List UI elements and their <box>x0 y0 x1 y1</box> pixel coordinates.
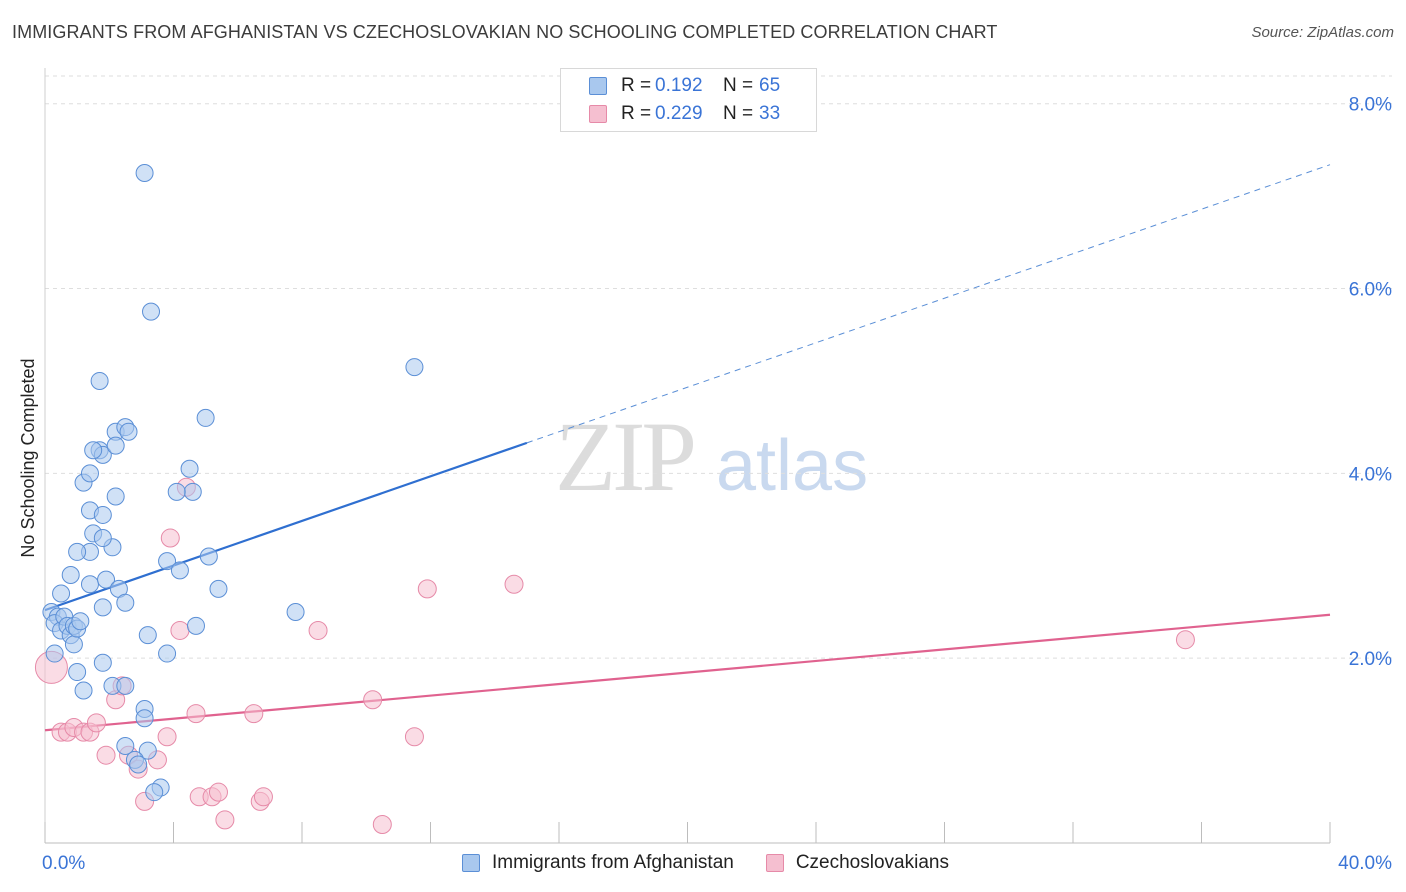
trendline-czechoslovakians <box>44 613 1331 732</box>
legend-row-czechoslovakians: R = 0.229 N = 33 <box>589 103 780 125</box>
point-afghanistan <box>186 616 205 635</box>
legend-n-label: N = <box>723 75 754 96</box>
y-tick-label: 2.0% <box>1349 649 1392 670</box>
point-afghanistan <box>93 529 112 548</box>
point-afghanistan <box>138 626 157 645</box>
point-afghanistan <box>142 302 161 321</box>
point-afghanistan <box>129 755 148 774</box>
point-czechoslovakians <box>504 574 524 594</box>
scatter-points <box>34 164 1195 835</box>
point-afghanistan <box>93 598 112 617</box>
x-tick-label-min: 0.0% <box>42 853 85 874</box>
point-afghanistan <box>405 358 424 377</box>
point-afghanistan <box>93 505 112 524</box>
source-label: Source: ZipAtlas.com <box>1251 24 1394 41</box>
point-afghanistan <box>116 736 135 755</box>
point-czechoslovakians <box>308 620 328 640</box>
point-afghanistan <box>138 741 157 760</box>
y-axis-label: No Schooling Completed <box>18 358 38 557</box>
point-afghanistan <box>170 561 189 580</box>
x-tick-label-max: 40.0% <box>1338 853 1392 874</box>
legend-label-afghanistan: Immigrants from Afghanistan <box>492 852 734 873</box>
point-czechoslovakians <box>363 690 383 710</box>
point-afghanistan <box>68 663 87 682</box>
point-afghanistan <box>196 408 215 427</box>
legend-swatch-blue <box>462 854 480 872</box>
legend-r-label: R = <box>621 103 652 124</box>
watermark: ZIP atlas <box>555 401 868 512</box>
point-afghanistan <box>80 464 99 483</box>
legend-n-value: 33 <box>759 103 781 124</box>
trendline-afghanistan-extension <box>526 164 1331 444</box>
legend-swatch-pink <box>589 105 607 123</box>
series-legend: Immigrants from Afghanistan Czechoslovak… <box>462 852 981 874</box>
point-afghanistan <box>84 441 103 460</box>
point-afghanistan <box>116 593 135 612</box>
point-afghanistan <box>93 653 112 672</box>
point-afghanistan <box>71 612 90 631</box>
y-tick-label: 6.0% <box>1349 280 1392 301</box>
legend-r-value: 0.192 <box>655 75 703 96</box>
legend-n-label: N = <box>723 103 754 124</box>
point-czechoslovakians <box>186 704 206 724</box>
point-afghanistan <box>106 436 125 455</box>
point-czechoslovakians <box>215 810 235 830</box>
point-czechoslovakians <box>404 727 424 747</box>
point-afghanistan <box>145 783 164 802</box>
legend-r-label: R = <box>621 75 652 96</box>
legend-row-afghanistan: R = 0.192 N = 65 <box>589 75 780 97</box>
legend-r-value: 0.229 <box>655 103 703 124</box>
trendline-afghanistan <box>44 441 528 612</box>
axis-labels: 2.0% 4.0% 6.0% 8.0% 0.0% 40.0% No Schooling Co… <box>18 95 1392 874</box>
point-afghanistan <box>209 579 228 598</box>
point-afghanistan <box>180 459 199 478</box>
point-czechoslovakians <box>96 745 116 765</box>
point-afghanistan <box>286 602 305 621</box>
point-czechoslovakians <box>170 620 190 640</box>
point-afghanistan <box>158 552 177 571</box>
point-afghanistan <box>68 542 87 561</box>
point-czechoslovakians <box>86 713 106 733</box>
legend-label-czechoslovakians: Czechoslovakians <box>795 852 949 873</box>
point-czechoslovakians <box>208 782 228 802</box>
y-tick-label: 8.0% <box>1349 95 1392 116</box>
point-afghanistan <box>119 422 138 441</box>
chart-title: IMMIGRANTS FROM AFGHANISTAN VS CZECHOSLO… <box>12 22 998 42</box>
point-afghanistan <box>183 482 202 501</box>
point-afghanistan <box>167 482 186 501</box>
point-czechoslovakians <box>372 815 392 835</box>
point-afghanistan <box>199 547 218 566</box>
gridlines <box>45 75 1392 659</box>
point-afghanistan <box>97 570 116 589</box>
legend-item-czechoslovakians: Czechoslovakians <box>765 852 949 874</box>
point-afghanistan <box>74 681 93 700</box>
point-afghanistan <box>135 164 154 183</box>
point-czechoslovakians <box>157 727 177 747</box>
legend-n-value: 65 <box>759 75 781 96</box>
legend-swatch-pink <box>765 854 784 872</box>
point-czechoslovakians <box>244 704 264 724</box>
point-afghanistan <box>45 644 64 663</box>
legend-item-afghanistan: Immigrants from Afghanistan <box>462 852 734 874</box>
point-afghanistan <box>135 709 154 728</box>
y-tick-label: 4.0% <box>1349 464 1392 485</box>
point-czechoslovakians <box>417 579 437 599</box>
point-afghanistan <box>158 644 177 663</box>
point-afghanistan <box>80 575 99 594</box>
point-czechoslovakians <box>160 528 180 548</box>
stats-legend: R = 0.192 N = 65 R = 0.229 N = 33 <box>560 68 817 132</box>
watermark-atlas: atlas <box>716 426 868 506</box>
legend-swatch-blue <box>589 77 607 95</box>
point-czechoslovakians <box>253 787 273 807</box>
point-afghanistan <box>52 584 71 603</box>
watermark-zip: ZIP <box>555 401 693 512</box>
point-czechoslovakians <box>1175 630 1195 650</box>
point-afghanistan <box>90 371 109 390</box>
point-afghanistan <box>116 676 135 695</box>
point-afghanistan <box>61 566 80 585</box>
ticks <box>44 822 1331 843</box>
point-afghanistan <box>64 635 83 654</box>
point-afghanistan <box>106 487 125 506</box>
